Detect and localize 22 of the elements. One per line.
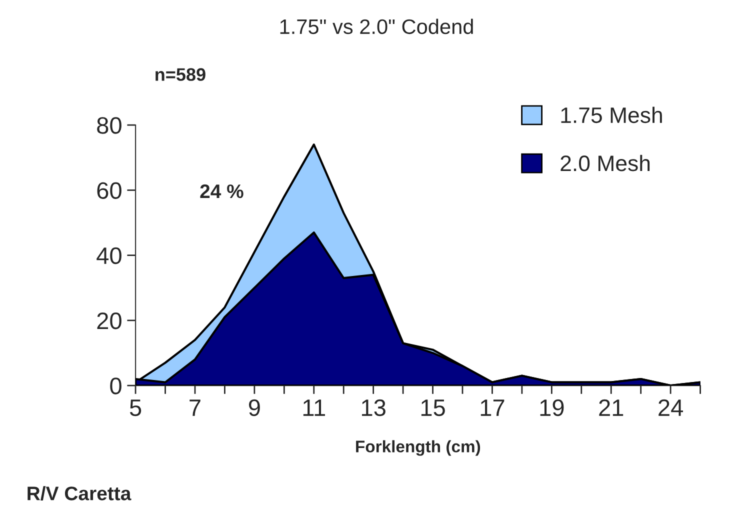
chart-title: 1.75" vs 2.0" Codend (280, 18, 473, 34)
legend-label: 1.75 Mesh (561, 106, 662, 124)
x-tick-label: 9 (248, 399, 260, 416)
text: R/V Caretta (28, 486, 132, 501)
y-tick-label: 80 (97, 117, 122, 134)
x-tick-label: 5 (130, 400, 142, 416)
y-tick-label: 40 (96, 247, 122, 264)
x-tick-label: 19 (540, 399, 564, 416)
text: n=589 (156, 68, 206, 81)
x-axis-title: Forklength (cm) (356, 440, 480, 456)
x-tick-label: 17 (480, 400, 504, 416)
x-tick-label: 15 (421, 400, 445, 416)
x-tick-label: 24 (658, 399, 684, 416)
y-tick-label: 20 (97, 312, 122, 330)
x-tick-label: 11 (303, 400, 325, 416)
annotation: 24 % (200, 184, 244, 198)
y-tick-label: 0 (110, 378, 122, 394)
legend-label: 2.0 Mesh (560, 154, 650, 172)
x-tick-label: 13 (362, 399, 386, 416)
x-tick-label: 7 (190, 400, 200, 416)
y-tick-label: 60 (97, 182, 122, 199)
x-tick-label: 21 (599, 399, 624, 416)
